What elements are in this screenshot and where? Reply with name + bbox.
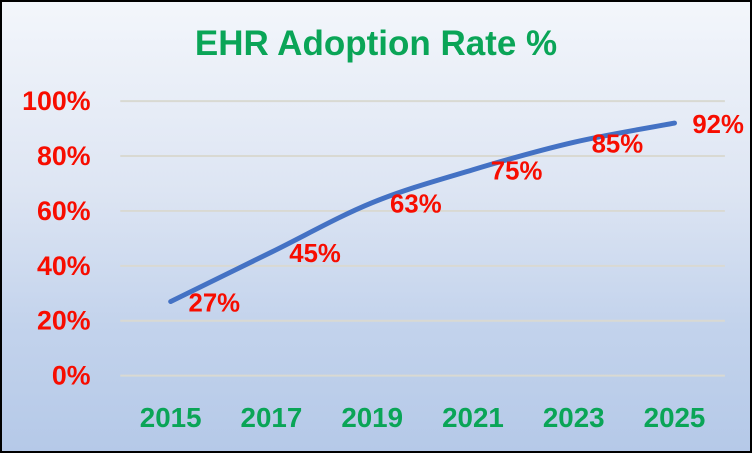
x-axis-labels: 2015 2017 2019 2021 2023 2025 bbox=[140, 402, 706, 433]
data-label: 45% bbox=[289, 240, 341, 268]
data-label: 75% bbox=[491, 158, 543, 186]
x-tick-label: 2017 bbox=[241, 402, 303, 433]
x-tick-label: 2021 bbox=[442, 402, 504, 433]
x-tick-label: 2015 bbox=[140, 402, 202, 433]
gridlines bbox=[120, 100, 725, 377]
data-label: 92% bbox=[692, 111, 744, 139]
series-line-group bbox=[168, 120, 677, 305]
data-labels: 27% 45% 63% 75% 85% 92% bbox=[189, 111, 745, 317]
x-tick-label: 2023 bbox=[543, 402, 605, 433]
data-label: 27% bbox=[189, 290, 241, 318]
y-tick-label: 40% bbox=[37, 251, 91, 281]
series-line bbox=[168, 120, 677, 305]
x-tick-label: 2019 bbox=[341, 402, 403, 433]
data-label: 85% bbox=[592, 130, 644, 158]
y-tick-label: 20% bbox=[37, 306, 91, 336]
y-axis-labels: 0% 20% 40% 60% 80% 100% bbox=[22, 86, 91, 391]
x-tick-label: 2025 bbox=[644, 402, 706, 433]
y-tick-label: 100% bbox=[22, 86, 91, 116]
y-tick-label: 60% bbox=[37, 196, 91, 226]
data-label: 63% bbox=[390, 191, 442, 219]
y-tick-label: 0% bbox=[52, 361, 91, 391]
y-tick-label: 80% bbox=[37, 141, 91, 171]
chart-title: EHR Adoption Rate % bbox=[194, 24, 558, 63]
